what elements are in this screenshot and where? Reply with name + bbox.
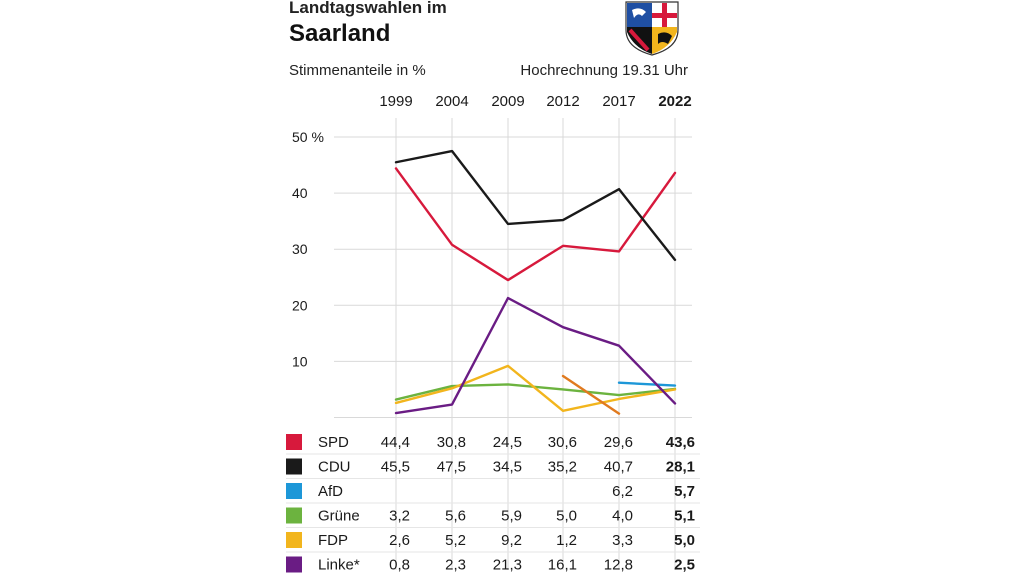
data-label-linke-1999: 0,8: [389, 557, 410, 574]
legend-swatch-linke: [286, 556, 302, 573]
legend-swatch-cdu: [286, 458, 302, 475]
data-label-grne-1999: 3,2: [389, 508, 410, 525]
data-label-linke-2009: 21,3: [493, 557, 522, 574]
data-label-cdu-2022: 28,1: [666, 459, 695, 476]
forecast-time: Hochrechnung 19.31 Uhr: [520, 62, 688, 79]
y-tick-label: 30: [292, 241, 308, 257]
data-label-spd-2004: 30,8: [437, 434, 466, 451]
data-label-afd-2017: 6,2: [612, 483, 633, 500]
saarland-coat-of-arms-icon: [625, 1, 679, 56]
data-label-spd-2022: 43,6: [666, 434, 695, 451]
data-label-cdu-2012: 35,2: [548, 459, 577, 476]
data-label-linke-2012: 16,1: [548, 557, 577, 574]
data-label-cdu-2009: 34,5: [493, 459, 522, 476]
legend-label-cdu: CDU: [318, 459, 351, 476]
legend-label-fdp: FDP: [318, 532, 348, 549]
x-tick-label-2004: 2004: [435, 93, 468, 110]
data-label-linke-2017: 12,8: [604, 557, 633, 574]
x-tick-label-2009: 2009: [491, 93, 524, 110]
x-tick-label-2022: 2022: [658, 93, 691, 110]
legend-swatch-fdp: [286, 532, 302, 548]
chart-title-line2: Saarland: [289, 20, 391, 47]
data-label-grne-2004: 5,6: [445, 508, 466, 525]
data-label-fdp-2009: 9,2: [501, 532, 522, 549]
series-line-cdu: [394, 149, 677, 262]
legend-swatch-grne: [286, 507, 302, 524]
legend-label-afd: AfD: [318, 483, 343, 500]
data-label-spd-2012: 30,6: [548, 434, 577, 451]
series-line-linke: [394, 296, 677, 415]
data-label-grne-2017: 4,0: [612, 508, 633, 525]
legend-swatch-afd: [286, 483, 302, 499]
x-tick-label-2012: 2012: [546, 93, 579, 110]
data-label-grne-2022: 5,1: [674, 508, 695, 525]
x-tick-label-2017: 2017: [602, 93, 635, 110]
series-line-afd: [617, 381, 677, 387]
data-label-linke-2004: 2,3: [445, 557, 466, 574]
y-tick-label: 10: [292, 353, 308, 369]
y-tick-label: 40: [292, 185, 308, 201]
series-line-fdp: [394, 364, 677, 412]
data-label-fdp-2004: 5,2: [445, 532, 466, 549]
data-label-fdp-2012: 1,2: [556, 532, 577, 549]
data-label-afd-2022: 5,7: [674, 483, 695, 500]
chart-subtitle: Stimmenanteile in %: [289, 62, 426, 79]
data-label-spd-2009: 24,5: [493, 434, 522, 451]
y-tick-label: 50 %: [292, 129, 324, 145]
legend-label-spd: SPD: [318, 434, 349, 451]
data-label-cdu-2017: 40,7: [604, 459, 633, 476]
legend-label-grne: Grüne: [318, 508, 360, 525]
legend-swatch-spd: [286, 434, 302, 450]
series-line-spd: [394, 167, 677, 282]
data-label-grne-2009: 5,9: [501, 508, 522, 525]
data-label-linke-2022: 2,5: [674, 557, 695, 574]
y-tick-label: 20: [292, 297, 308, 313]
x-tick-label-1999: 1999: [379, 93, 412, 110]
data-label-spd-2017: 29,6: [604, 434, 633, 451]
legend-label-linke: Linke*: [318, 557, 360, 574]
data-label-cdu-1999: 45,5: [381, 459, 410, 476]
data-label-cdu-2004: 47,5: [437, 459, 466, 476]
data-label-grne-2012: 5,0: [556, 508, 577, 525]
data-label-fdp-1999: 2,6: [389, 532, 410, 549]
series-line-extra: [561, 374, 621, 415]
data-label-spd-1999: 44,4: [381, 434, 410, 451]
data-label-fdp-2017: 3,3: [612, 532, 633, 549]
chart-title-line1: Landtagswahlen im: [289, 0, 447, 17]
data-label-fdp-2022: 5,0: [674, 532, 695, 549]
